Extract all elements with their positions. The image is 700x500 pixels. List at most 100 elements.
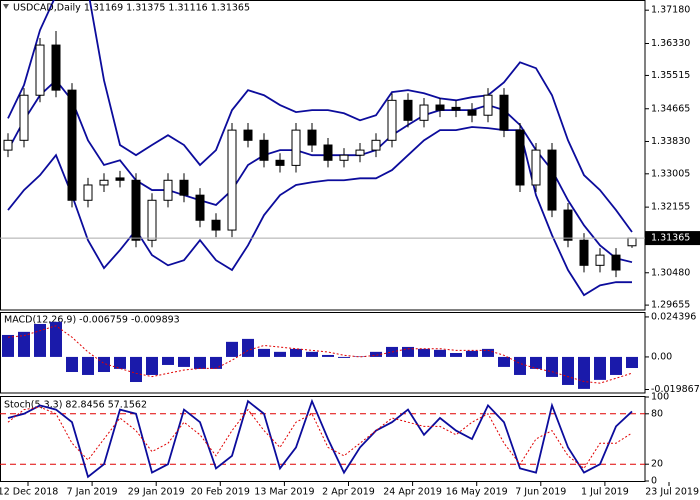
macd-bar xyxy=(210,356,222,369)
macd-bar xyxy=(450,352,462,357)
candle-body xyxy=(259,139,269,161)
macd-bar xyxy=(194,356,206,369)
y-tick-label: -0.019867 xyxy=(651,384,700,395)
stoch-frame xyxy=(0,396,646,482)
macd-bar xyxy=(114,356,126,369)
main-title: USDCAD,Daily 1.31169 1.31375 1.31116 1.3… xyxy=(13,3,250,14)
candle-body xyxy=(243,129,253,141)
macd-bar xyxy=(290,348,302,357)
macd-bar xyxy=(466,350,478,357)
macd-bar xyxy=(18,331,30,357)
macd-bar xyxy=(386,346,398,357)
macd-bar xyxy=(514,356,526,375)
candle-body xyxy=(371,139,381,151)
candle-body xyxy=(35,44,45,96)
candle-body xyxy=(19,94,29,141)
y-tick-label: 1.32155 xyxy=(651,202,690,213)
macd-title: MACD(12,26,9) -0.006759 -0.009893 xyxy=(4,315,180,326)
candle-body xyxy=(275,159,285,166)
y-tick-label: 1.29655 xyxy=(651,300,690,311)
y-tick-label: 0.024396 xyxy=(651,311,696,322)
current-price-label: 1.31365 xyxy=(651,233,690,244)
macd-bar xyxy=(66,356,78,373)
x-tick-label: 23 Jul 2019 xyxy=(645,487,699,498)
main-plot xyxy=(3,0,637,297)
candle-body xyxy=(451,106,461,111)
y-tick-label: 0 xyxy=(651,476,657,487)
y-tick-label: 1.37180 xyxy=(651,5,690,16)
y-tick-label: 20 xyxy=(651,459,663,470)
macd-bar xyxy=(34,323,46,357)
candle-body xyxy=(179,179,189,196)
macd-bar xyxy=(530,356,542,369)
candle-body xyxy=(291,129,301,166)
y-tick-label: 1.36330 xyxy=(651,38,690,49)
macd-bar xyxy=(258,348,270,357)
x-tick-label: 2 Apr 2019 xyxy=(322,487,375,498)
macd-bar xyxy=(578,356,590,389)
bollinger-band xyxy=(7,79,633,264)
y-tick-label: 1.33830 xyxy=(651,136,690,147)
stoch-title: Stoch(5,3,3) 82.8456 57.1562 xyxy=(4,400,147,411)
candle-body xyxy=(323,144,333,161)
macd-bar xyxy=(626,356,638,369)
macd-bar xyxy=(130,356,142,383)
y-tick-label: 1.35515 xyxy=(651,70,690,81)
macd-bar xyxy=(418,348,430,357)
candle-body xyxy=(163,179,173,201)
macd-bar xyxy=(2,334,14,357)
x-tick-label: 13 Mar 2019 xyxy=(254,487,314,498)
candle-body xyxy=(307,129,317,146)
macd-bar xyxy=(594,356,606,380)
x-tick-label: 1 Jul 2019 xyxy=(581,487,629,498)
x-tick-label: 7 Jun 2019 xyxy=(515,487,566,498)
candle-body xyxy=(195,194,205,221)
macd-bar xyxy=(50,321,62,357)
candle-body xyxy=(147,199,157,241)
candle-body xyxy=(227,129,237,231)
candle-body xyxy=(67,89,77,201)
candle-body xyxy=(419,104,429,121)
macd-bar xyxy=(226,341,238,357)
macd-bar xyxy=(82,356,94,375)
candle-body xyxy=(339,154,349,161)
y-tick-label: 1.34665 xyxy=(651,103,690,114)
macd-bar xyxy=(242,338,254,357)
x-tick-label: 20 Feb 2019 xyxy=(191,487,250,498)
symbol-icon xyxy=(3,4,9,9)
bollinger-band xyxy=(7,126,632,297)
macd-bar xyxy=(274,351,286,357)
candle-body xyxy=(115,177,125,181)
candle-body xyxy=(627,237,637,247)
y-tick-label: 1.33005 xyxy=(651,168,690,179)
candle-body xyxy=(211,219,221,231)
macd-bar xyxy=(498,356,510,367)
x-tick-label: 7 Jan 2019 xyxy=(67,487,118,498)
candle-body xyxy=(579,239,589,266)
macd-bar xyxy=(338,356,350,358)
macd-bar xyxy=(402,346,414,357)
macd-bar xyxy=(482,348,494,357)
candle-body xyxy=(51,44,61,91)
candle-body xyxy=(563,209,573,241)
x-tick-label: 16 May 2019 xyxy=(446,487,508,498)
macd-bar xyxy=(146,356,158,375)
macd-bar xyxy=(178,356,190,367)
macd-bar xyxy=(98,356,110,373)
price-box xyxy=(645,231,700,246)
stoch-line xyxy=(7,406,633,470)
y-tick-label: 0.00 xyxy=(651,351,672,362)
macd-bar xyxy=(610,356,622,375)
main-frame xyxy=(0,0,646,311)
candle-body xyxy=(515,129,525,186)
macd-bar xyxy=(434,349,446,357)
macd-bar xyxy=(162,356,174,365)
candle-body xyxy=(499,94,509,131)
candle-body xyxy=(435,104,445,111)
x-tick-label: 29 Jan 2019 xyxy=(128,487,185,498)
candle-body xyxy=(83,184,93,201)
candle-body xyxy=(3,139,13,151)
macd-frame xyxy=(0,312,646,394)
